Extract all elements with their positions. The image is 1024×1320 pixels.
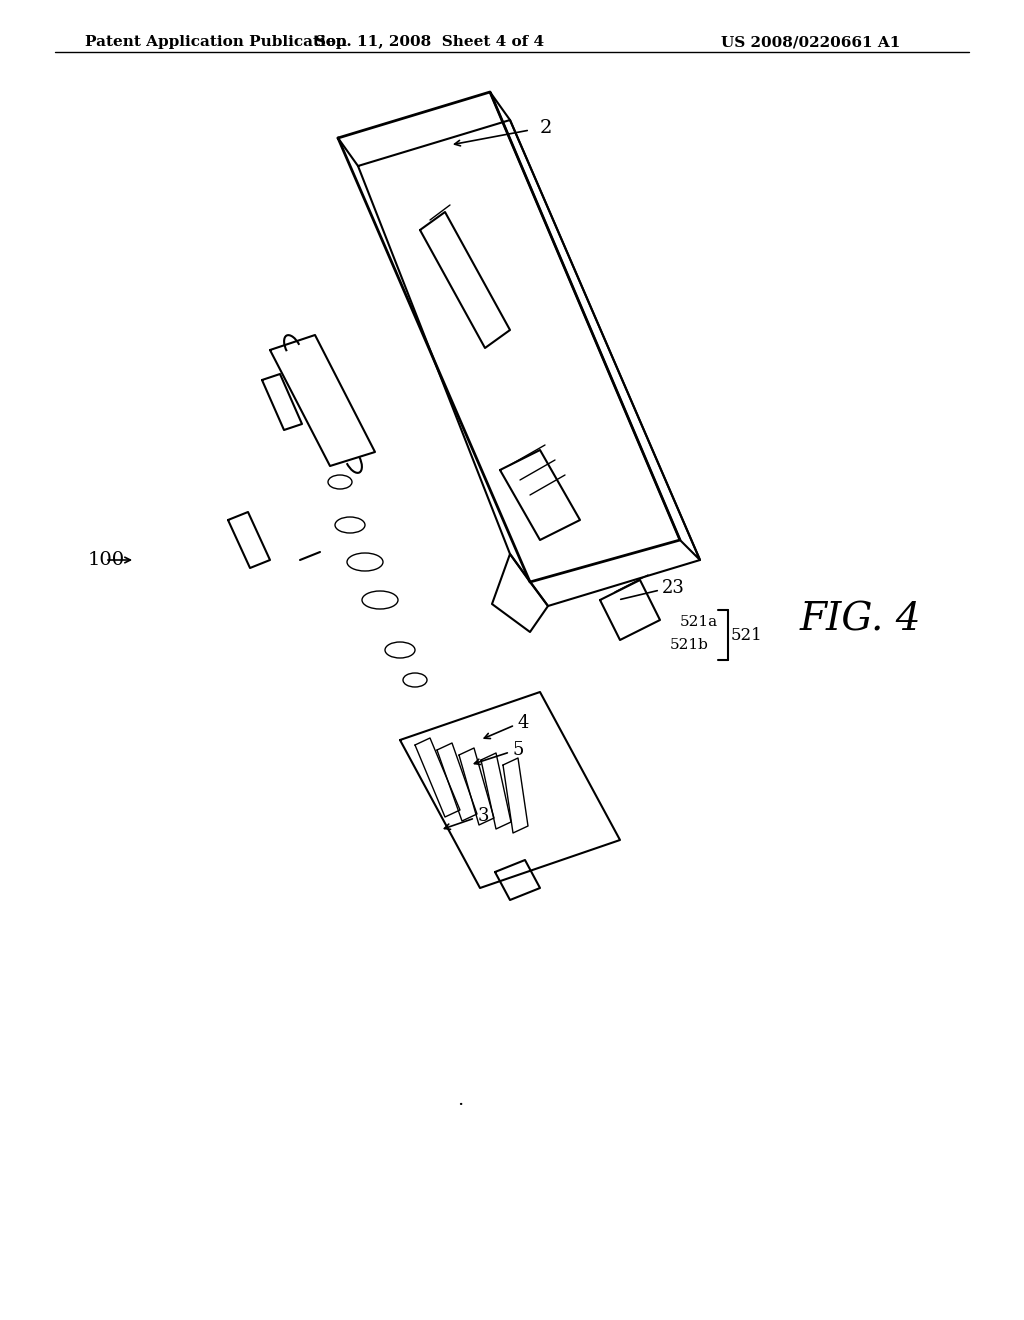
Text: 521b: 521b bbox=[670, 638, 709, 652]
Text: 2: 2 bbox=[540, 119, 552, 137]
Text: 3: 3 bbox=[478, 807, 489, 825]
Text: 4: 4 bbox=[518, 714, 529, 733]
Text: Patent Application Publication: Patent Application Publication bbox=[85, 36, 347, 49]
Text: .: . bbox=[457, 1092, 463, 1109]
Text: FIG. 4: FIG. 4 bbox=[800, 602, 922, 639]
Text: 521: 521 bbox=[731, 627, 763, 644]
Text: 23: 23 bbox=[662, 579, 685, 597]
Text: US 2008/0220661 A1: US 2008/0220661 A1 bbox=[721, 36, 900, 49]
Text: 5: 5 bbox=[513, 741, 524, 759]
Text: 521a: 521a bbox=[680, 615, 718, 630]
Text: 100: 100 bbox=[88, 550, 125, 569]
Text: Sep. 11, 2008  Sheet 4 of 4: Sep. 11, 2008 Sheet 4 of 4 bbox=[315, 36, 545, 49]
